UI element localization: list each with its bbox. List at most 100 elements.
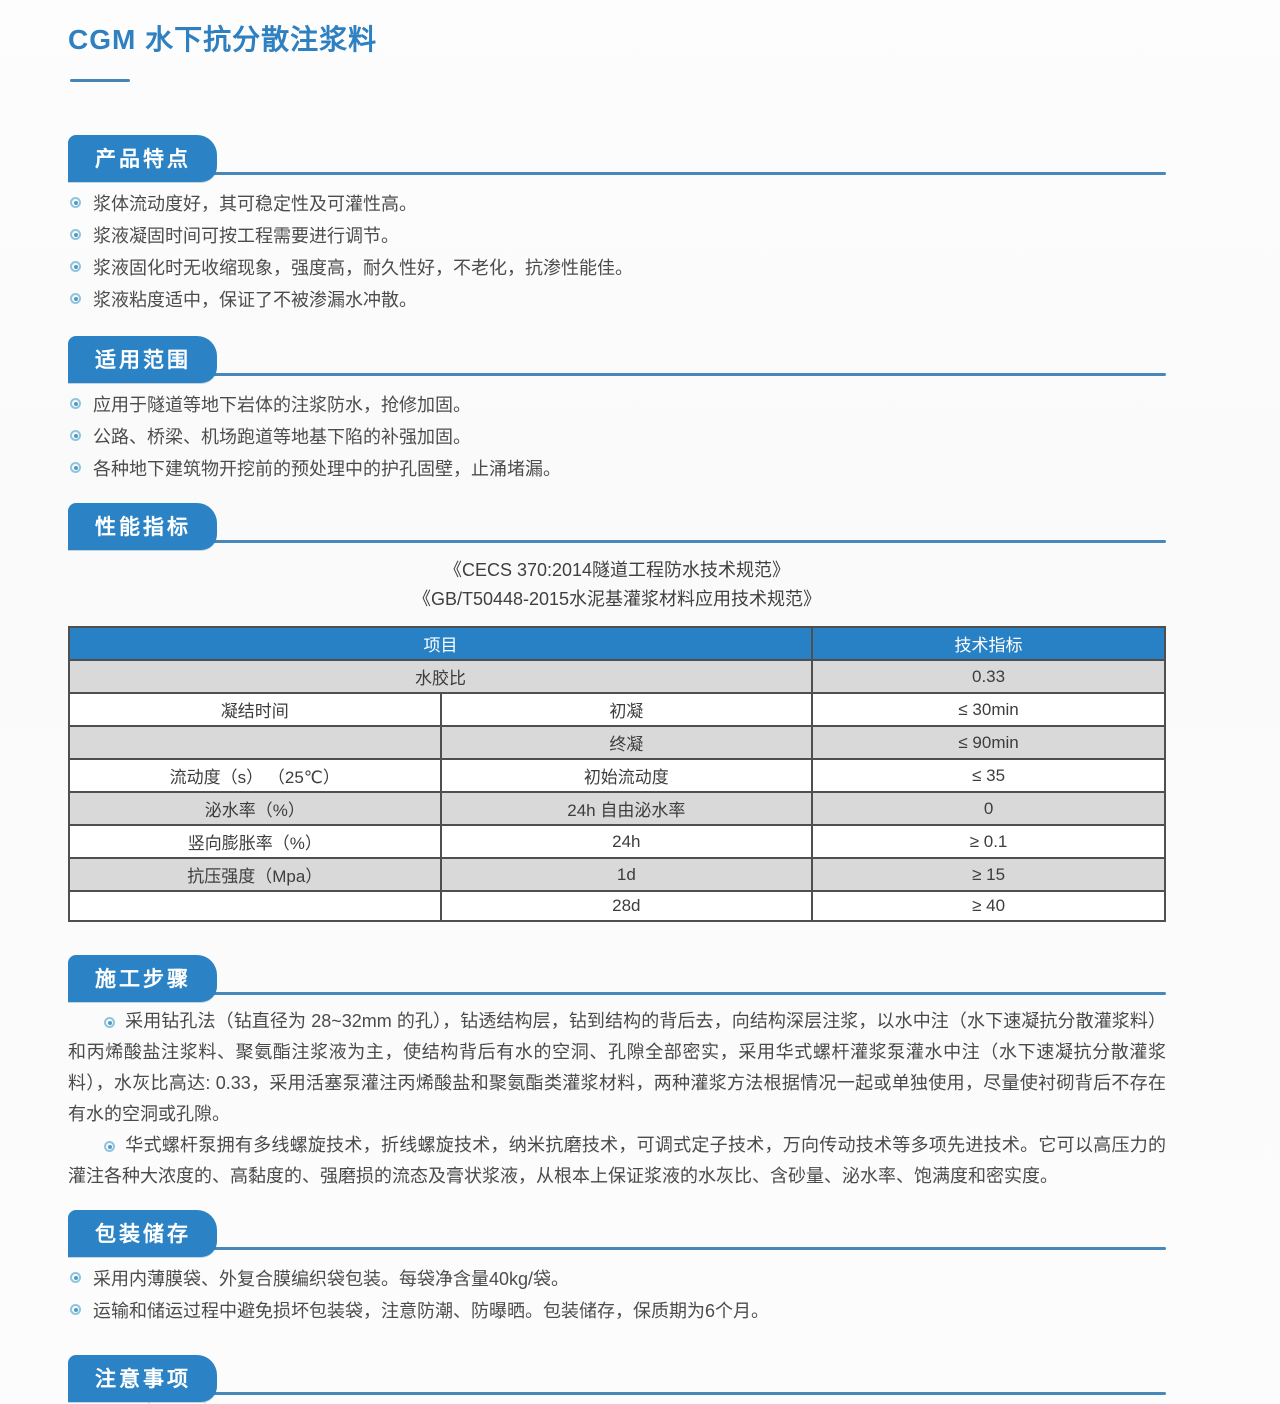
list-item-text: 采用内薄膜袋、外复合膜编织袋包装。每袋净含量40kg/袋。 bbox=[93, 1269, 570, 1289]
table-header-project: 项目 bbox=[67, 626, 814, 661]
section-packaging: 包装储存 采用内薄膜袋、外复合膜编织袋包装。每袋净含量40kg/袋。 运输和储运… bbox=[68, 1210, 1166, 1327]
list-item: 各种地下建筑物开挖前的预处理中的护孔固壁，止涌堵漏。 bbox=[68, 453, 1166, 485]
table-cell: 凝结时间 bbox=[68, 692, 442, 727]
bullet-ring-icon bbox=[70, 1304, 81, 1315]
table-row: 泌水率（%） 24h 自由泌水率 0 bbox=[68, 791, 1166, 826]
table-row: 抗压强度（Mpa） 1d ≥ 15 bbox=[68, 857, 1166, 892]
standard-reference: 《GB/T50448-2015水泥基灌浆材料应用技术规范》 bbox=[412, 589, 822, 609]
section-notes: 注意事项 高速乳化分散注浆过程中，未经试验，严禁掺入CGM型以外的其它物质，以免… bbox=[68, 1355, 1166, 1404]
table-cell: 初始流动度 bbox=[439, 758, 814, 793]
table-cell: 泌水率（%） bbox=[68, 791, 442, 826]
bullet-ring-icon bbox=[104, 1017, 115, 1028]
table-cell bbox=[68, 890, 442, 922]
table-cell: ≥ 40 bbox=[811, 890, 1166, 922]
section-features: 产品特点 浆体流动度好，其可稳定性及可灌性高。 浆液凝固时间可按工程需要进行调节… bbox=[68, 135, 1166, 316]
list-item: 浆液粘度适中，保证了不被渗漏水冲散。 bbox=[68, 284, 1166, 316]
section-features-tab: 产品特点 bbox=[68, 135, 217, 182]
list-item: 应用于隧道等地下岩体的注浆防水，抢修加固。 bbox=[68, 389, 1166, 421]
construction-paragraph: 华式螺杆泵拥有多线螺旋技术，折线螺旋技术，纳米抗磨技术，可调式定子技术，万向传动… bbox=[68, 1130, 1166, 1192]
section-scope: 适用范围 应用于隧道等地下岩体的注浆防水，抢修加固。 公路、桥梁、机场跑道等地基… bbox=[68, 336, 1166, 485]
list-item: 浆液固化时无收缩现象，强度高，耐久性好，不老化，抗渗性能佳。 bbox=[68, 252, 1166, 284]
list-item: 运输和储运过程中避免损坏包装袋，注意防潮、防曝晒。包装储存，保质期为6个月。 bbox=[68, 1295, 1166, 1327]
packaging-list: 采用内薄膜袋、外复合膜编织袋包装。每袋净含量40kg/袋。 运输和储运过程中避免… bbox=[68, 1263, 1166, 1327]
list-item: 浆液凝固时间可按工程需要进行调节。 bbox=[68, 220, 1166, 252]
list-item-text: 运输和储运过程中避免损坏包装袋，注意防潮、防曝晒。包装储存，保质期为6个月。 bbox=[93, 1301, 770, 1321]
list-item-text: 浆体流动度好，其可稳定性及可灌性高。 bbox=[93, 194, 417, 214]
table-cell: 抗压强度（Mpa） bbox=[68, 857, 442, 892]
page-title: CGM 水下抗分散注浆料 bbox=[68, 24, 378, 55]
table-cell: 24h 自由泌水率 bbox=[439, 791, 814, 826]
bullet-ring-icon bbox=[70, 197, 81, 208]
features-list: 浆体流动度好，其可稳定性及可灌性高。 浆液凝固时间可按工程需要进行调节。 浆液固… bbox=[68, 188, 1166, 316]
table-row: 凝结时间 初凝 ≤ 30min bbox=[68, 692, 1166, 727]
bullet-ring-icon bbox=[70, 462, 81, 473]
table-cell: 初凝 bbox=[439, 692, 814, 727]
section-rule bbox=[68, 172, 1166, 175]
section-scope-tab: 适用范围 bbox=[68, 336, 217, 383]
section-packaging-tab: 包装储存 bbox=[68, 1210, 217, 1257]
section-construction-header: 施工步骤 bbox=[68, 955, 1166, 1002]
table-cell bbox=[68, 725, 442, 760]
list-item-text: 浆液固化时无收缩现象，强度高，耐久性好，不老化，抗渗性能佳。 bbox=[93, 258, 633, 278]
paragraph-text: 华式螺杆泵拥有多线螺旋技术，折线螺旋技术，纳米抗磨技术，可调式定子技术，万向传动… bbox=[68, 1135, 1166, 1186]
bullet-ring-icon bbox=[70, 229, 81, 240]
section-notes-tab: 注意事项 bbox=[68, 1355, 217, 1402]
table-row: 流动度（s） （25℃） 初始流动度 ≤ 35 bbox=[68, 758, 1166, 793]
table-cell: 水胶比 bbox=[67, 659, 814, 694]
section-rule bbox=[68, 373, 1166, 376]
section-rule bbox=[68, 540, 1166, 543]
paragraph-text: 采用钻孔法（钻直径为 28~32mm 的孔），钻透结构层，钻到结构的背后去，向结… bbox=[68, 1011, 1166, 1124]
section-performance-header: 性能指标 bbox=[68, 503, 1166, 550]
list-item: 浆体流动度好，其可稳定性及可灌性高。 bbox=[68, 188, 1166, 220]
bullet-ring-icon bbox=[104, 1141, 115, 1152]
table-cell: ≤ 90min bbox=[811, 725, 1166, 760]
section-notes-header: 注意事项 bbox=[68, 1355, 1166, 1402]
table-header-index: 技术指标 bbox=[811, 626, 1166, 661]
table-cell: ≤ 35 bbox=[811, 758, 1166, 793]
section-performance: 性能指标 《CECS 370:2014隧道工程防水技术规范》 《GB/T5044… bbox=[67, 503, 1166, 922]
section-construction: 施工步骤 采用钻孔法（钻直径为 28~32mm 的孔），钻透结构层，钻到结构的背… bbox=[68, 955, 1166, 1192]
performance-table: 项目 技术指标 水胶比 0.33 凝结时间 初凝 ≤ 30min 终凝 ≤ 90… bbox=[67, 626, 1166, 922]
bullet-ring-icon bbox=[70, 430, 81, 441]
title-underline bbox=[70, 79, 130, 82]
section-features-header: 产品特点 bbox=[68, 135, 1166, 182]
section-rule bbox=[68, 1392, 1166, 1395]
table-cell: ≥ 0.1 bbox=[811, 824, 1166, 859]
list-item-text: 各种地下建筑物开挖前的预处理中的护孔固壁，止涌堵漏。 bbox=[93, 459, 561, 479]
bullet-ring-icon bbox=[70, 261, 81, 272]
list-item: 采用内薄膜袋、外复合膜编织袋包装。每袋净含量40kg/袋。 bbox=[68, 1263, 1166, 1295]
standard-reference: 《CECS 370:2014隧道工程防水技术规范》 bbox=[443, 560, 791, 580]
table-header-row: 项目 技术指标 bbox=[67, 626, 1166, 661]
section-rule bbox=[68, 1247, 1166, 1250]
table-cell: 0.33 bbox=[811, 659, 1166, 694]
table-cell: 0 bbox=[811, 791, 1166, 826]
list-item-text: 应用于隧道等地下岩体的注浆防水，抢修加固。 bbox=[93, 395, 471, 415]
construction-body: 采用钻孔法（钻直径为 28~32mm 的孔），钻透结构层，钻到结构的背后去，向结… bbox=[68, 1006, 1166, 1192]
table-cell: 竖向膨胀率（%） bbox=[68, 824, 442, 859]
table-cell: ≥ 15 bbox=[811, 857, 1166, 892]
section-performance-tab: 性能指标 bbox=[68, 503, 217, 550]
table-cell: 24h bbox=[439, 824, 814, 859]
construction-paragraph: 采用钻孔法（钻直径为 28~32mm 的孔），钻透结构层，钻到结构的背后去，向结… bbox=[68, 1006, 1166, 1130]
list-item: 公路、桥梁、机场跑道等地基下陷的补强加固。 bbox=[68, 421, 1166, 453]
section-construction-tab: 施工步骤 bbox=[68, 955, 217, 1002]
list-item-text: 浆液粘度适中，保证了不被渗漏水冲散。 bbox=[93, 290, 417, 310]
table-row: 终凝 ≤ 90min bbox=[68, 725, 1166, 760]
section-packaging-header: 包装储存 bbox=[68, 1210, 1166, 1257]
table-cell: 1d bbox=[439, 857, 814, 892]
table-row: 竖向膨胀率（%） 24h ≥ 0.1 bbox=[68, 824, 1166, 859]
standards-references: 《CECS 370:2014隧道工程防水技术规范》 《GB/T50448-201… bbox=[68, 556, 1166, 614]
scope-list: 应用于隧道等地下岩体的注浆防水，抢修加固。 公路、桥梁、机场跑道等地基下陷的补强… bbox=[68, 389, 1166, 485]
section-scope-header: 适用范围 bbox=[68, 336, 1166, 383]
table-row: 水胶比 0.33 bbox=[67, 659, 1166, 694]
bullet-ring-icon bbox=[70, 293, 81, 304]
table-cell: 28d bbox=[439, 890, 814, 922]
table-row: 28d ≥ 40 bbox=[68, 890, 1166, 922]
bullet-ring-icon bbox=[70, 1272, 81, 1283]
table-cell: 流动度（s） （25℃） bbox=[68, 758, 442, 793]
section-rule bbox=[68, 992, 1166, 995]
table-cell: ≤ 30min bbox=[811, 692, 1166, 727]
table-cell: 终凝 bbox=[439, 725, 814, 760]
list-item-text: 浆液凝固时间可按工程需要进行调节。 bbox=[93, 226, 399, 246]
